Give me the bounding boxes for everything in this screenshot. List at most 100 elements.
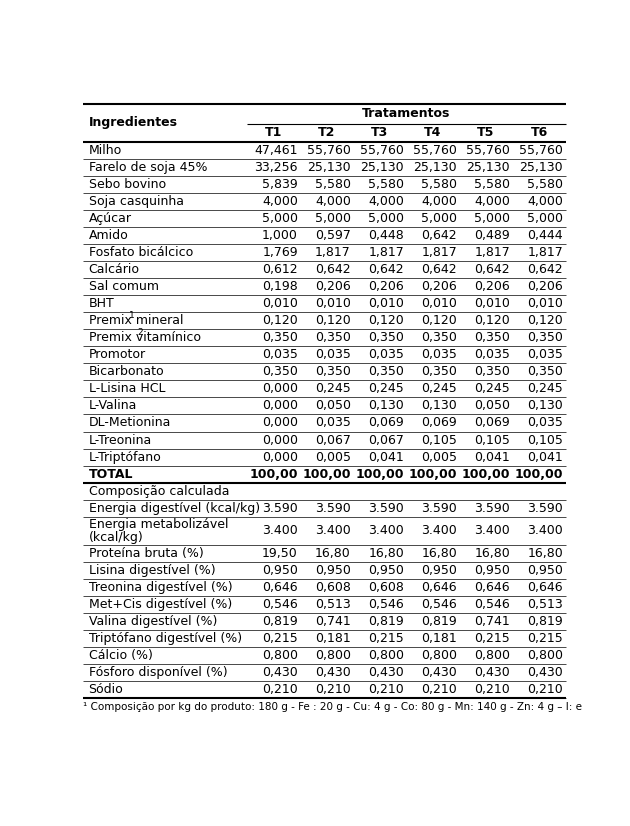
Text: 0,120: 0,120: [262, 314, 298, 327]
Text: 0,198: 0,198: [262, 280, 298, 293]
Text: 0,245: 0,245: [368, 382, 404, 396]
Text: 0,210: 0,210: [262, 683, 298, 696]
Text: 5,580: 5,580: [474, 178, 510, 191]
Text: 0,105: 0,105: [421, 434, 457, 447]
Text: 0,069: 0,069: [368, 416, 404, 430]
Text: Fosfato bicálcico: Fosfato bicálcico: [88, 246, 193, 259]
Text: 0,800: 0,800: [262, 649, 298, 662]
Text: T2: T2: [318, 126, 335, 140]
Text: Fósforo disponível (%): Fósforo disponível (%): [88, 667, 227, 679]
Text: 100,00: 100,00: [355, 468, 404, 481]
Text: 0,010: 0,010: [368, 297, 404, 311]
Text: 16,80: 16,80: [421, 547, 457, 560]
Text: ¹ Composição por kg do produto: 180 g - Fe : 20 g - Cu: 4 g - Co: 80 g - Mn: 140: ¹ Composição por kg do produto: 180 g - …: [83, 702, 581, 712]
Text: 5,000: 5,000: [474, 212, 510, 225]
Text: 0,819: 0,819: [262, 615, 298, 629]
Text: Proteína bruta (%): Proteína bruta (%): [88, 547, 203, 560]
Text: 3.400: 3.400: [527, 525, 563, 538]
Text: 0,444: 0,444: [527, 229, 563, 242]
Text: 0,546: 0,546: [368, 598, 404, 611]
Text: 3.400: 3.400: [421, 525, 457, 538]
Text: 100,00: 100,00: [515, 468, 563, 481]
Text: Milho: Milho: [88, 144, 122, 157]
Text: 0,950: 0,950: [421, 564, 457, 577]
Text: 5,839: 5,839: [262, 178, 298, 191]
Text: 0,120: 0,120: [315, 314, 351, 327]
Text: 5,580: 5,580: [368, 178, 404, 191]
Text: 0,350: 0,350: [368, 365, 404, 378]
Text: 55,760: 55,760: [360, 144, 404, 157]
Text: 0,741: 0,741: [474, 615, 510, 629]
Text: Premix mineral: Premix mineral: [88, 314, 183, 327]
Text: Premix vitamínico: Premix vitamínico: [88, 331, 200, 344]
Text: 4,000: 4,000: [368, 195, 404, 208]
Text: Bicarbonato: Bicarbonato: [88, 365, 164, 378]
Text: 0,067: 0,067: [315, 434, 351, 447]
Text: 0,206: 0,206: [421, 280, 457, 293]
Text: 55,760: 55,760: [413, 144, 457, 157]
Text: BHT: BHT: [88, 297, 114, 311]
Text: 0,181: 0,181: [315, 632, 351, 645]
Text: T5: T5: [478, 126, 495, 140]
Text: Tratamentos: Tratamentos: [362, 107, 450, 121]
Text: 0,206: 0,206: [527, 280, 563, 293]
Text: Ingredientes: Ingredientes: [88, 116, 178, 129]
Text: 0,800: 0,800: [421, 649, 457, 662]
Text: 1,817: 1,817: [315, 246, 351, 259]
Text: 25,130: 25,130: [360, 161, 404, 173]
Text: 0,642: 0,642: [527, 263, 563, 276]
Text: L-Lisina HCL: L-Lisina HCL: [88, 382, 165, 396]
Text: 0,489: 0,489: [474, 229, 510, 242]
Text: 0,350: 0,350: [474, 331, 510, 344]
Text: 0,350: 0,350: [315, 365, 351, 378]
Text: 0,105: 0,105: [474, 434, 510, 447]
Text: 0,050: 0,050: [315, 400, 351, 412]
Text: 0,350: 0,350: [474, 365, 510, 378]
Text: 0,350: 0,350: [527, 331, 563, 344]
Text: 0,035: 0,035: [474, 349, 510, 361]
Text: 0,800: 0,800: [315, 649, 351, 662]
Text: 0,597: 0,597: [315, 229, 351, 242]
Text: 0,350: 0,350: [527, 365, 563, 378]
Text: 0,035: 0,035: [315, 416, 351, 430]
Text: 0,800: 0,800: [474, 649, 510, 662]
Text: T6: T6: [530, 126, 547, 140]
Text: 0,215: 0,215: [262, 632, 298, 645]
Text: 5,580: 5,580: [315, 178, 351, 191]
Text: 55,760: 55,760: [307, 144, 351, 157]
Text: 0,000: 0,000: [262, 382, 298, 396]
Text: L-Treonina: L-Treonina: [88, 434, 152, 447]
Text: 3.400: 3.400: [315, 525, 351, 538]
Text: 55,760: 55,760: [519, 144, 563, 157]
Text: 0,000: 0,000: [262, 434, 298, 447]
Text: 0,642: 0,642: [369, 263, 404, 276]
Text: Amido: Amido: [88, 229, 129, 242]
Text: 5,580: 5,580: [421, 178, 457, 191]
Text: 0,642: 0,642: [315, 263, 351, 276]
Text: 3.400: 3.400: [262, 525, 298, 538]
Text: 0,819: 0,819: [368, 615, 404, 629]
Text: 16,80: 16,80: [368, 547, 404, 560]
Text: 0,245: 0,245: [474, 382, 510, 396]
Text: 4,000: 4,000: [474, 195, 510, 208]
Text: 16,80: 16,80: [527, 547, 563, 560]
Text: 0,035: 0,035: [315, 349, 351, 361]
Text: 1,817: 1,817: [527, 246, 563, 259]
Text: 19,50: 19,50: [262, 547, 298, 560]
Text: 0,819: 0,819: [527, 615, 563, 629]
Text: 0,010: 0,010: [474, 297, 510, 311]
Text: 0,513: 0,513: [315, 598, 351, 611]
Text: 0,035: 0,035: [421, 349, 457, 361]
Text: 0,646: 0,646: [421, 582, 457, 594]
Text: 0,005: 0,005: [421, 450, 457, 463]
Text: 16,80: 16,80: [474, 547, 510, 560]
Text: 0,430: 0,430: [262, 667, 298, 679]
Text: 0,646: 0,646: [474, 582, 510, 594]
Text: Valina digestível (%): Valina digestível (%): [88, 615, 217, 629]
Text: Sal comum: Sal comum: [88, 280, 159, 293]
Text: 3.590: 3.590: [315, 501, 351, 515]
Text: 0,950: 0,950: [368, 564, 404, 577]
Text: 0,210: 0,210: [421, 683, 457, 696]
Text: 0,642: 0,642: [474, 263, 510, 276]
Text: 0,642: 0,642: [421, 263, 457, 276]
